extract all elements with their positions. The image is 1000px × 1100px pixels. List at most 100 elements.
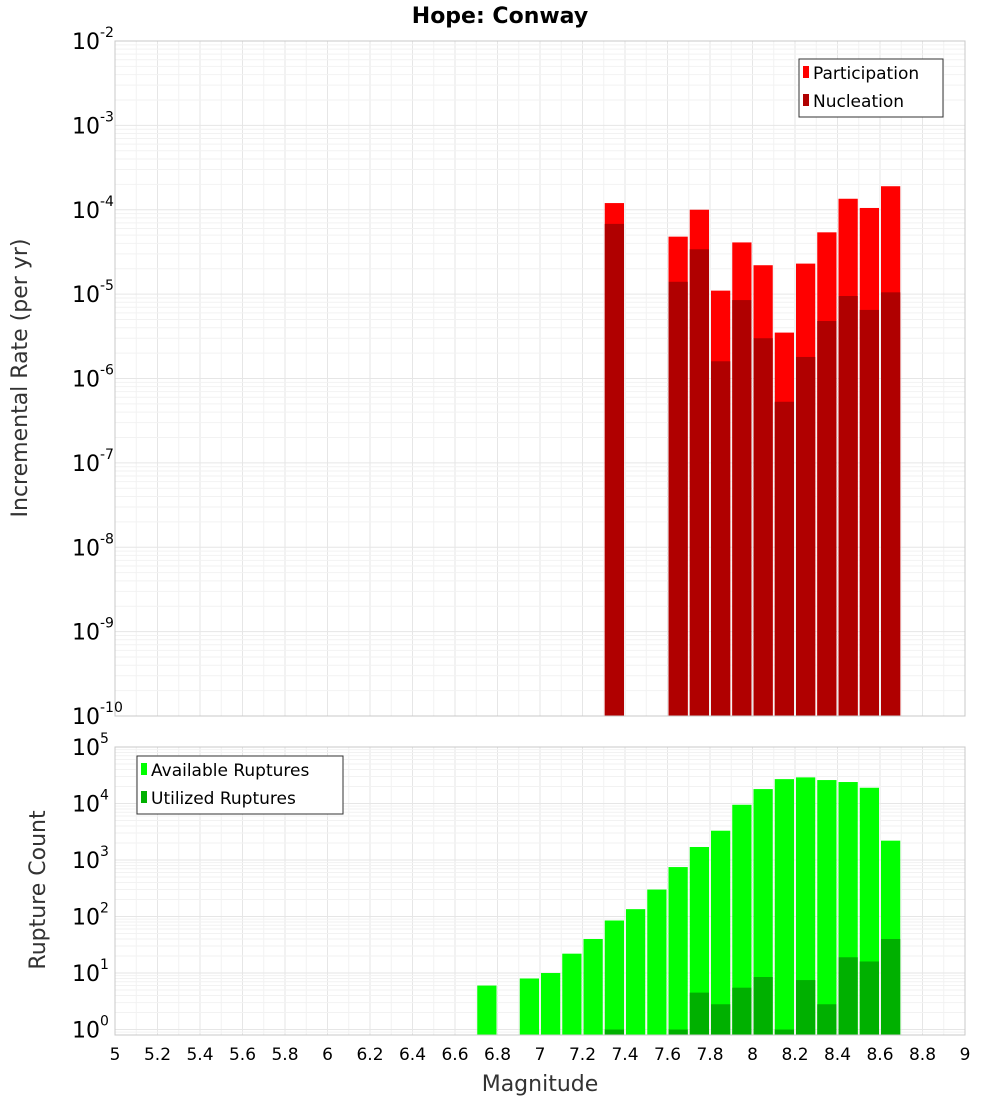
x-ticks: 5 5.2 5.4 5.6 5.8 6 6.2 6.4 6.6 6.8 7 7.2 7.4 7.6 7.8 8… [110, 1045, 971, 1065]
count-y-tick-label: 100 [72, 1014, 109, 1044]
count-bar-available [541, 973, 561, 1035]
count-bar-available [604, 920, 624, 1035]
rate-y-tick-label: 10-2 [72, 25, 114, 55]
count-bar-available [668, 867, 688, 1035]
count-legend-swatch [141, 763, 147, 775]
rate-bar-nucleation [817, 321, 837, 716]
count-bar-available [689, 846, 709, 1035]
x-tick-label: 7.4 [611, 1045, 638, 1065]
x-tick-label: 8.8 [909, 1045, 936, 1065]
rate-y-tick-label: 10-5 [72, 278, 114, 308]
count-y-tick-label: 101 [72, 957, 109, 987]
rate-legend-swatch [803, 66, 809, 78]
count-bar-utilized [838, 957, 858, 1035]
count-y-tick-label: 104 [72, 788, 109, 818]
count-bar-available [817, 780, 837, 1035]
rate-grid [114, 40, 966, 717]
count-bar-utilized [732, 987, 752, 1035]
rate-bar-nucleation [838, 296, 858, 716]
rate-bar-nucleation [774, 401, 794, 716]
rate-y-axis-label: Incremental Rate (per yr) [8, 239, 33, 518]
rate-y-tick-label: 10-9 [72, 616, 114, 646]
count-bar-available [732, 804, 752, 1035]
rate-bar-nucleation [753, 338, 773, 716]
x-tick-label: 5.4 [186, 1045, 213, 1065]
rate-bar-nucleation [668, 281, 688, 716]
x-tick-label: 9 [960, 1045, 971, 1065]
count-plot-frame [114, 746, 966, 1036]
count-bar-available [647, 889, 667, 1035]
count-bar-available [562, 953, 582, 1035]
count-bar-utilized [668, 1029, 688, 1035]
rate-y-tick-label: 10-3 [72, 109, 114, 139]
count-bar-available [583, 939, 603, 1035]
count-bars [477, 777, 901, 1035]
count-bar-utilized [881, 939, 901, 1035]
count-y-tick-label: 105 [72, 731, 109, 761]
chart-title: Hope: Conway [412, 4, 588, 29]
count-bar-available [796, 777, 816, 1035]
rate-bars [604, 186, 901, 717]
count-bar-utilized [604, 1029, 624, 1035]
rate-bar-nucleation [796, 356, 816, 716]
x-tick-label: 5.6 [229, 1045, 256, 1065]
count-bar-utilized [859, 961, 879, 1035]
rate-bar-nucleation [859, 309, 879, 716]
count-legend-label: Utilized Ruptures [151, 789, 296, 809]
rate-plot-frame [114, 40, 966, 717]
rate-legend-label: Nucleation [813, 92, 904, 112]
count-bar-available [774, 779, 794, 1035]
rate-bar-nucleation [881, 292, 901, 716]
rate-y-tick-label: 10-7 [72, 447, 114, 477]
count-legend-label: Available Ruptures [151, 761, 309, 781]
count-bar-available [477, 985, 497, 1035]
count-legend-swatch [141, 791, 147, 803]
rate-y-tick-label: 10-10 [72, 700, 123, 730]
rate-y-tick-label: 10-6 [72, 363, 114, 393]
rate-bar-nucleation [711, 361, 731, 716]
count-y-tick-label: 102 [72, 901, 109, 931]
rate-bar-nucleation [732, 300, 752, 716]
x-tick-label: 6.6 [441, 1045, 468, 1065]
count-bar-utilized [817, 1004, 837, 1035]
count-bar-available [711, 830, 731, 1035]
count-bar-utilized [711, 1004, 731, 1035]
rate-y-ticks: 10-10 10-9 10-8 10-7 10-6 10-5 10-4 10-3 10-2 [72, 25, 123, 730]
x-tick-label: 6 [322, 1045, 333, 1065]
x-tick-label: 6.4 [399, 1045, 426, 1065]
rate-legend-label: Participation [813, 64, 919, 84]
count-legend-box [136, 755, 344, 815]
x-tick-label: 7.8 [696, 1045, 723, 1065]
count-panel: 100 101 102 103 104 105 Available Ruptures Util… [72, 731, 970, 1065]
rate-y-tick-label: 10-4 [72, 194, 114, 224]
x-tick-label: 8.4 [824, 1045, 851, 1065]
x-tick-label: 5.8 [271, 1045, 298, 1065]
x-tick-label: 6.2 [356, 1045, 383, 1065]
count-bar-available [519, 978, 539, 1035]
count-bar-utilized [753, 977, 773, 1035]
x-tick-label: 6.8 [484, 1045, 511, 1065]
rate-legend-swatch [803, 94, 809, 106]
count-legend: Available Ruptures Utilized Ruptures [136, 755, 344, 815]
count-y-axis-label: Rupture Count [26, 810, 51, 970]
x-tick-label: 8 [747, 1045, 758, 1065]
rate-panel: 10-10 10-9 10-8 10-7 10-6 10-5 10-4 10-3 10-2 Par… [72, 25, 966, 730]
x-tick-label: 7.2 [569, 1045, 596, 1065]
x-tick-label: 7 [535, 1045, 546, 1065]
count-bar-available [753, 789, 773, 1035]
x-tick-label: 8.6 [866, 1045, 893, 1065]
count-bar-available [626, 909, 646, 1035]
x-tick-label: 8.2 [781, 1045, 808, 1065]
rate-legend-box [798, 58, 944, 118]
x-tick-label: 5.2 [144, 1045, 171, 1065]
count-y-tick-label: 103 [72, 844, 109, 874]
count-bar-utilized [774, 1029, 794, 1035]
rate-bar-nucleation [604, 223, 624, 716]
rate-bar-nucleation [689, 249, 709, 716]
count-y-ticks: 100 101 102 103 104 105 [72, 731, 109, 1044]
count-bar-utilized [689, 992, 709, 1035]
count-bar-utilized [796, 980, 816, 1035]
x-tick-label: 7.6 [654, 1045, 681, 1065]
